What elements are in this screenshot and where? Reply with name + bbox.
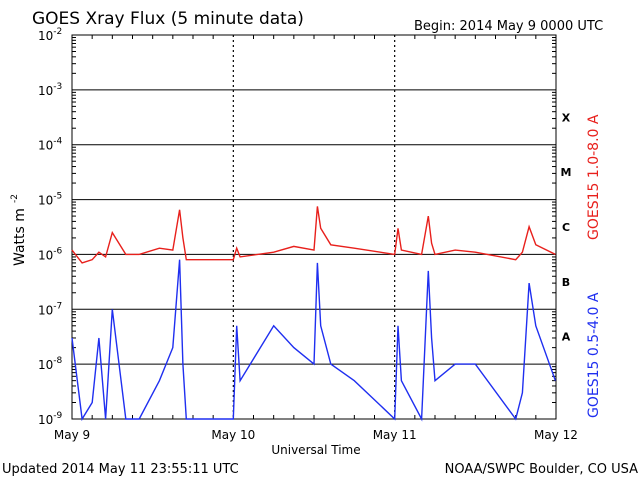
series-line-0: [71, 206, 556, 264]
x-tick-label: May 11: [373, 428, 417, 442]
y-axis-label-sup: -2: [10, 194, 20, 203]
y-axis-label-group: Watts m -2: [10, 194, 28, 266]
begin-time: Begin: 2014 May 9 0000 UTC: [414, 19, 603, 34]
series-line-1: [71, 259, 557, 422]
credit-text: NOAA/SWPC Boulder, CO USA: [445, 462, 638, 477]
y-tick-label: 10-2: [38, 27, 62, 43]
y-tick-label: 10-4: [38, 137, 63, 153]
legend-short-channel: GOES15 0.5-4.0 A: [586, 292, 602, 418]
y-tick-label: 10-8: [38, 356, 63, 372]
flare-class-label: A: [562, 331, 571, 344]
y-tick-labels: 10-9 10-8 10-7 10-6 10-5 10-4 10-3 10-2: [38, 27, 63, 427]
flare-class-label: M: [561, 166, 572, 179]
series-layer: [71, 206, 557, 422]
legend-long-channel: GOES15 1.0-8.0 A: [586, 114, 602, 240]
y-tick-label: 10-5: [38, 192, 62, 208]
x-tick-labels: May 9 May 10 May 11 May 12: [54, 428, 578, 442]
x-tick-label: May 10: [211, 428, 255, 442]
flare-class-label: X: [562, 111, 571, 124]
y-tick-label: 10-7: [38, 301, 62, 317]
x-axis-label: Universal Time: [271, 443, 360, 457]
flare-class-label: B: [562, 276, 570, 289]
x-tick-label: May 12: [534, 428, 578, 442]
flare-class-labels: A B C M X: [561, 111, 572, 343]
y-tick-label: 10-9: [38, 411, 63, 427]
x-tick-label: May 9: [54, 428, 90, 442]
flare-class-label: C: [562, 221, 570, 234]
y-tick-label: 10-3: [38, 82, 62, 98]
updated-timestamp: Updated 2014 May 11 23:55:11 UTC: [2, 462, 239, 477]
y-tick-label: 10-6: [38, 246, 63, 262]
y-axis-label: Watts m: [12, 208, 28, 266]
chart-title: GOES Xray Flux (5 minute data): [32, 9, 304, 29]
